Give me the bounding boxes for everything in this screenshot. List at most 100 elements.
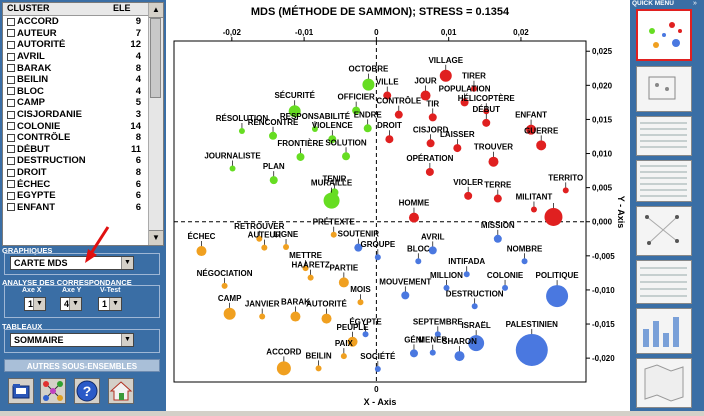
cluster-count: 8 <box>135 62 141 74</box>
point-label: TIR <box>426 99 439 108</box>
plot-frame <box>173 40 587 383</box>
cluster-row[interactable]: BARAK 8 <box>3 62 147 74</box>
x-tick-label: 0,02 <box>513 28 529 37</box>
point-label: ENDRE <box>354 110 383 119</box>
chevron-down-icon[interactable]: ▼ <box>109 298 121 310</box>
quick-thumb-table-2[interactable] <box>636 160 692 202</box>
chevron-down-icon[interactable]: ▼ <box>69 298 81 310</box>
cluster-row[interactable]: DÉBUT 11 <box>3 144 147 156</box>
data-point <box>261 244 268 251</box>
axe-y-select[interactable]: 4 ▼ <box>60 297 82 311</box>
cluster-row[interactable]: BEILIN 4 <box>3 74 147 86</box>
quick-thumb-bars[interactable] <box>636 308 692 354</box>
point-label: LAISSER <box>440 130 475 139</box>
quick-thumb-table-3[interactable] <box>636 260 692 304</box>
scroll-down-icon[interactable]: ▼ <box>149 230 163 245</box>
data-point <box>425 167 434 176</box>
chevron-down-icon[interactable]: ▼ <box>33 298 45 310</box>
checkbox[interactable] <box>7 122 15 131</box>
axe-x-select[interactable]: 1 ▼ <box>24 297 46 311</box>
autres-sous-ensembles-button[interactable]: AUTRES SOUS-ENSEMBLES <box>4 359 160 372</box>
cluster-row[interactable]: ENFANT 6 <box>3 202 147 214</box>
checkbox[interactable] <box>7 156 15 165</box>
open-file-button[interactable] <box>8 378 34 404</box>
data-point <box>328 135 337 144</box>
cluster-row[interactable]: ACCORD 9 <box>3 16 147 28</box>
quick-thumb-map[interactable] <box>636 358 692 408</box>
vtest-select[interactable]: 1 ▼ <box>98 297 122 311</box>
checkbox[interactable] <box>7 52 15 61</box>
checkbox[interactable] <box>7 87 15 96</box>
data-point <box>357 299 364 306</box>
data-point <box>256 235 263 242</box>
data-point <box>311 125 318 132</box>
point-label: ENFANT <box>515 111 547 120</box>
expand-icon[interactable]: » <box>693 0 697 7</box>
cluster-count: 12 <box>130 39 141 51</box>
cluster-row[interactable]: ÉCHEC 6 <box>3 178 147 190</box>
home-button[interactable] <box>108 378 134 404</box>
count-column-header[interactable]: ELE <box>113 3 131 13</box>
cluster-row[interactable]: AUTORITÉ 12 <box>3 39 147 51</box>
cluster-row[interactable]: DROIT 8 <box>3 167 147 179</box>
checkbox[interactable] <box>7 75 15 84</box>
cluster-row[interactable]: CAMP 5 <box>3 97 147 109</box>
tableaux-select[interactable]: SOMMAIRE ▼ <box>10 333 134 347</box>
quick-thumb-mds[interactable] <box>636 9 692 61</box>
checkbox[interactable] <box>7 203 15 212</box>
checkbox[interactable] <box>7 133 15 142</box>
chevron-down-icon[interactable]: ▼ <box>121 257 133 269</box>
checkbox[interactable] <box>7 110 15 119</box>
cluster-row[interactable]: AVRIL 4 <box>3 51 147 63</box>
cluster-list-scrollbar[interactable]: ▲ ▼ <box>148 3 163 245</box>
scroll-up-icon[interactable]: ▲ <box>149 3 163 18</box>
cluster-row[interactable]: CISJORDANIE 3 <box>3 109 147 121</box>
cluster-count: 8 <box>135 167 141 179</box>
cluster-row[interactable]: EGYPTE 6 <box>3 190 147 202</box>
point-label: VIOLER <box>453 178 483 187</box>
graphiques-select[interactable]: CARTE MDS ▼ <box>10 256 134 270</box>
cluster-row[interactable]: CONTRÔLE 8 <box>3 132 147 144</box>
data-point <box>238 128 245 135</box>
x-tick-label: -0,01 <box>295 28 314 37</box>
checkbox[interactable] <box>7 191 15 200</box>
quick-thumb-table-1[interactable] <box>636 116 692 156</box>
quick-thumb-3d[interactable] <box>636 66 692 112</box>
quick-menu-title: QUICK MENU <box>632 0 674 7</box>
cluster-count: 8 <box>135 132 141 144</box>
cluster-row[interactable]: BLOC 4 <box>3 86 147 98</box>
network-thumbnail-icon <box>645 215 679 245</box>
point-label: AUTEUR <box>248 231 282 240</box>
data-point <box>323 192 340 209</box>
data-point <box>464 191 473 200</box>
y-tick-label: 0,010 <box>592 150 613 159</box>
data-point <box>269 131 278 140</box>
checkbox[interactable] <box>7 180 15 189</box>
checkbox[interactable] <box>7 40 15 49</box>
checkbox[interactable] <box>7 64 15 73</box>
data-point <box>536 140 547 151</box>
checkbox[interactable] <box>7 29 15 38</box>
help-button[interactable]: ? <box>74 378 100 404</box>
x-tick-label: -0,02 <box>223 28 242 37</box>
cluster-row[interactable]: DESTRUCTION 6 <box>3 155 147 167</box>
point-label: PALESTINIEN <box>506 320 559 329</box>
checkbox[interactable] <box>7 98 15 107</box>
cluster-row[interactable]: AUTEUR 7 <box>3 28 147 40</box>
checkbox[interactable] <box>7 168 15 177</box>
cluster-column-header[interactable]: CLUSTER <box>7 3 50 13</box>
scroll-thumb[interactable] <box>150 18 161 98</box>
cluster-row[interactable]: COLONIE 14 <box>3 120 147 132</box>
network-button[interactable] <box>40 378 66 404</box>
point-label: DROIT <box>377 121 402 130</box>
point-label: AUTORITÉ <box>306 300 347 309</box>
checkbox[interactable] <box>7 145 15 154</box>
quick-thumb-network[interactable] <box>636 206 692 256</box>
checkbox[interactable] <box>7 17 15 26</box>
point-label: JANVIER <box>245 300 280 309</box>
data-point <box>394 110 403 119</box>
point-label: VILLE <box>376 78 399 87</box>
data-point <box>330 231 337 238</box>
chevron-down-icon[interactable]: ▼ <box>121 334 133 346</box>
cluster-list[interactable]: CLUSTER ELE ACCORD 9 AUTEUR 7 AUTORITÉ 12 AVRI… <box>2 2 164 246</box>
